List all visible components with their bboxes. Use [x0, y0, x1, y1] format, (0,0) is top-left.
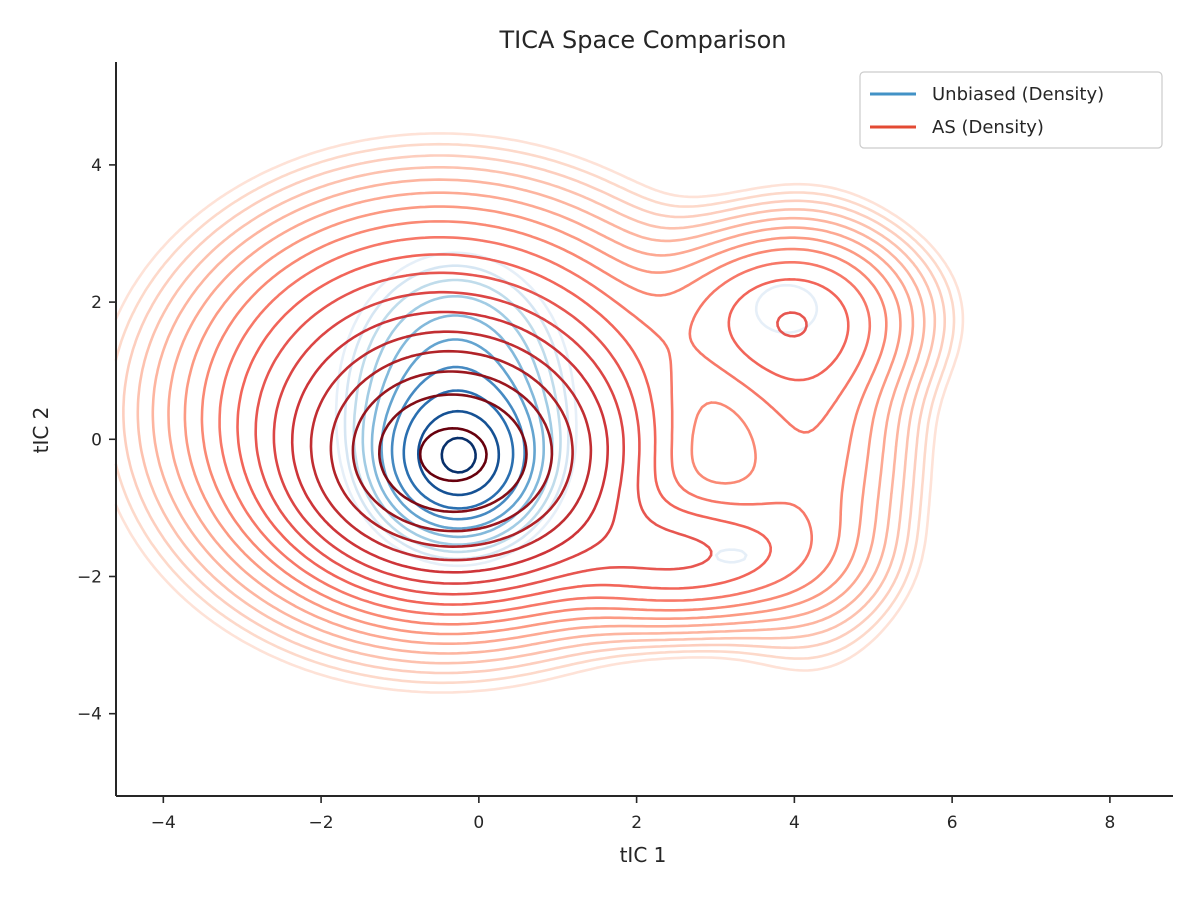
y-tick-label: 4 [91, 156, 102, 176]
y-axis-label: tIC 2 [29, 407, 53, 454]
x-axis-label: tIC 1 [620, 843, 667, 867]
contour-level [183, 205, 902, 636]
contour-level [200, 220, 888, 626]
contour-level [378, 393, 528, 514]
contour-level [122, 154, 946, 675]
chart-title: TICA Space Comparison [498, 26, 786, 54]
legend-box [859, 71, 1163, 149]
x-tick-label: 6 [947, 813, 958, 833]
contour-level [418, 427, 488, 483]
contour-level [329, 349, 574, 548]
legend: Unbiased (Density) AS (Density) [859, 71, 1163, 149]
y-tick-label: −2 [77, 567, 102, 587]
x-tick-label: −2 [309, 813, 334, 833]
legend-entry-label: Unbiased (Density) [932, 84, 1104, 105]
axes: −4 −2 0 2 4 6 8 −4 −2 0 2 4 [77, 62, 1173, 833]
contour-level [440, 436, 477, 474]
contour-level [272, 290, 625, 585]
y-tick-label: −4 [77, 705, 102, 725]
contour-level [167, 191, 915, 645]
x-tick-label: 4 [789, 813, 800, 833]
contour-level [114, 132, 965, 694]
contour-level [218, 236, 872, 616]
x-tick-label: 0 [473, 813, 484, 833]
contour-level [351, 370, 554, 533]
contour-level [151, 178, 926, 655]
x-tick-label: 2 [631, 813, 642, 833]
x-tick-label: −4 [151, 813, 176, 833]
contour-level [417, 409, 501, 497]
contour-level [254, 271, 808, 596]
contour-level [236, 253, 850, 606]
contour-level [136, 166, 937, 665]
contour-level [290, 310, 609, 574]
y-tick-label: 2 [91, 293, 102, 313]
y-tick-label: 0 [91, 430, 102, 450]
legend-entry-label: AS (Density) [932, 117, 1044, 138]
contour-level [309, 330, 593, 562]
x-tick-label: 8 [1104, 813, 1115, 833]
contour-level [114, 142, 956, 685]
contour-series-as [114, 132, 965, 694]
contour-layer [114, 132, 965, 694]
